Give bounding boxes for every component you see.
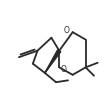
- Text: O: O: [64, 26, 70, 35]
- Polygon shape: [45, 50, 61, 73]
- Text: O: O: [61, 65, 67, 74]
